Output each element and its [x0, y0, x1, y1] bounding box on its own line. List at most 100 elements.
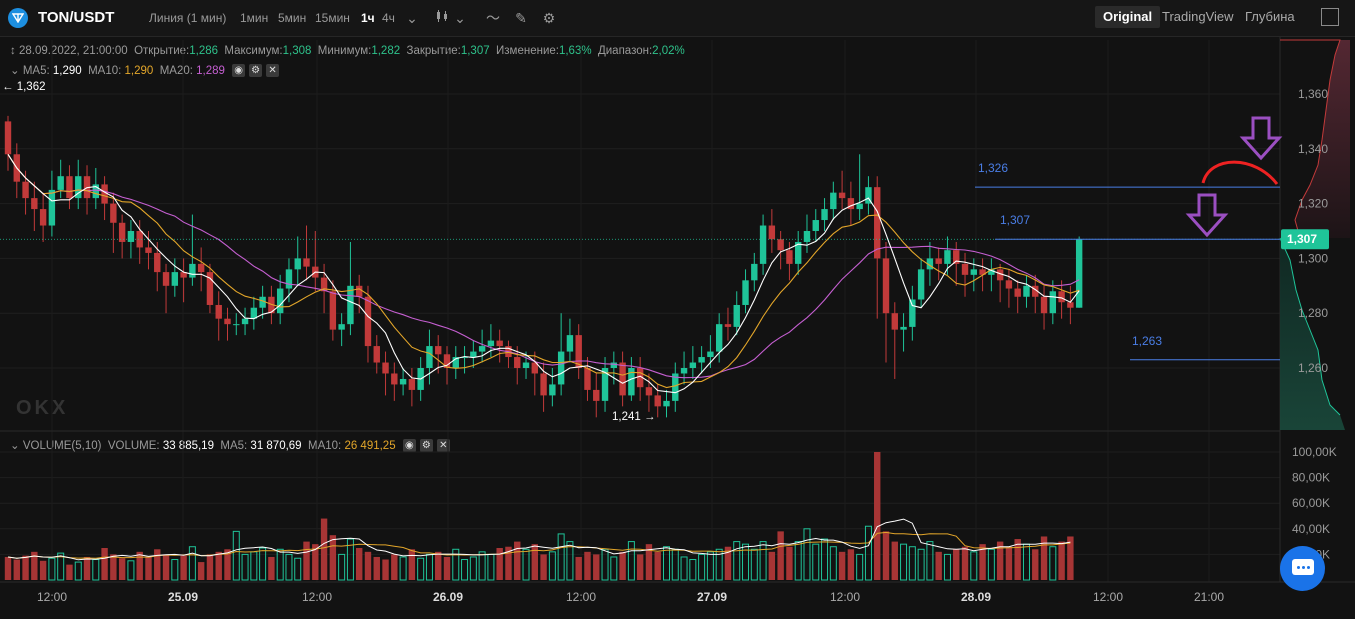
volume-bar [127, 560, 135, 581]
volume-tick-label: 60,00K [1292, 496, 1330, 510]
volume-bar [821, 538, 829, 581]
volume-bar [654, 551, 661, 580]
candle-body [110, 203, 117, 223]
tab-depth[interactable]: Глубина [1245, 9, 1295, 24]
volume-bar [232, 530, 240, 581]
change-value: 1,63% [558, 45, 592, 57]
candle-body [435, 346, 442, 355]
chevron-down-icon[interactable]: ⌄ [406, 10, 418, 26]
volume-bar [768, 551, 776, 580]
collapse-icon[interactable]: ⌄ [10, 65, 20, 77]
candle-date: 28.09.2022, 21:00:00 [18, 45, 128, 57]
volume-bar [110, 554, 117, 580]
candle-body [426, 346, 433, 368]
settings-gear-icon[interactable]: ⚙ [542, 10, 556, 26]
fullscreen-icon[interactable] [1321, 8, 1339, 26]
volume-bar [908, 546, 916, 581]
candle-body [882, 258, 890, 314]
volume-bar [619, 551, 626, 580]
indicator-icon[interactable]: 〜 [486, 10, 500, 26]
candle-body [619, 362, 626, 396]
volume-bar [276, 548, 284, 581]
candle-body [610, 362, 618, 368]
volume-bar [364, 551, 372, 580]
high-value: 1,308 [282, 45, 312, 57]
settings-gear-icon[interactable]: ⚙ [419, 439, 433, 453]
top-toolbar: TON/USDT Линия (1 мин) 1мин 5мин 15мин 1… [0, 0, 1355, 37]
ma-info: ⌄ MA5: 1,290 MA10: 1,290 MA20: 1,289 ◉ ⚙ ✕ [10, 63, 280, 78]
candle-body [189, 263, 196, 278]
timeframe-1m[interactable]: 1мин [240, 11, 269, 25]
candle-body [628, 368, 635, 396]
candle-body [268, 296, 275, 314]
volume-bar [566, 541, 574, 581]
volume-bar [118, 558, 126, 580]
ohlc-info: ↕ 28.09.2022, 21:00:00 Открытие:1,286 Ма… [10, 45, 685, 57]
candle-body [970, 269, 977, 275]
volume-bar [268, 556, 275, 580]
candle-body [838, 192, 846, 199]
close-icon[interactable]: ✕ [436, 439, 450, 453]
tab-original[interactable]: Original [1095, 6, 1161, 28]
volume-bar [505, 546, 512, 580]
eye-icon[interactable]: ◉ [232, 64, 246, 78]
volume-bar [953, 549, 960, 580]
candle-body [724, 324, 732, 327]
chat-support-button[interactable] [1280, 546, 1325, 591]
timeframe-15m[interactable]: 15мин [315, 11, 350, 25]
volume-bar [1014, 539, 1021, 580]
candle-body [557, 351, 565, 385]
candle-body [1005, 280, 1013, 289]
candle-body [180, 272, 187, 278]
volume-bar [970, 551, 978, 581]
low-label: Минимум: [317, 45, 372, 57]
candle-body [347, 285, 354, 325]
candle-body [39, 209, 47, 226]
close-icon[interactable]: ✕ [266, 64, 280, 78]
close-value: 1,307 [460, 45, 490, 57]
candle-body [241, 318, 249, 325]
timeframe-5m[interactable]: 5мин [278, 11, 307, 25]
volume-bar [329, 535, 337, 580]
pair-title[interactable]: TON/USDT [38, 9, 115, 26]
volume-bar [92, 559, 100, 581]
chevron-down-icon[interactable]: ⌄ [454, 10, 466, 26]
annotation-arrow-icon [1239, 116, 1283, 161]
volume-bar [671, 548, 679, 581]
volume-bar [557, 533, 565, 581]
candle-body [654, 395, 661, 407]
timeframe-1h[interactable]: 1ч [361, 11, 375, 25]
volume-bar [882, 531, 890, 580]
volume-bar [759, 541, 767, 581]
vol-ma10-label: MA10: [307, 440, 342, 452]
candle-body [259, 296, 266, 308]
volume-bar [417, 557, 425, 581]
tab-tradingview[interactable]: TradingView [1162, 9, 1234, 24]
volume-bar [435, 551, 442, 580]
volume-bar [461, 559, 469, 581]
candle-body [856, 203, 863, 210]
candle-body [909, 299, 916, 327]
ma10-value: 1,290 [124, 65, 154, 77]
candle-type-icon[interactable] [433, 9, 451, 27]
candle-body [171, 272, 179, 286]
candle-body [75, 176, 82, 199]
volume-bar [636, 554, 644, 580]
collapse-icon[interactable]: ⌄ [10, 440, 20, 452]
settings-gear-icon[interactable]: ⚙ [249, 64, 263, 78]
candle-body [645, 387, 653, 396]
ma10-line [7, 154, 1080, 389]
drawing-tool-icon[interactable]: ✎ [515, 10, 527, 26]
volume-bar [979, 544, 986, 580]
volume-bar [39, 560, 47, 580]
timeframe-4h[interactable]: 4ч [382, 11, 395, 25]
candle-body [136, 231, 143, 248]
resize-arrows-icon: ↕ [10, 45, 16, 57]
volume-bar [1005, 546, 1013, 580]
timeframe-line[interactable]: Линия (1 мин) [149, 11, 227, 25]
candle-body [224, 318, 231, 325]
eye-icon[interactable]: ◉ [402, 439, 416, 453]
ma10-label: MA10: [88, 65, 122, 77]
candle-body [356, 285, 363, 297]
volume-bar [66, 564, 73, 580]
